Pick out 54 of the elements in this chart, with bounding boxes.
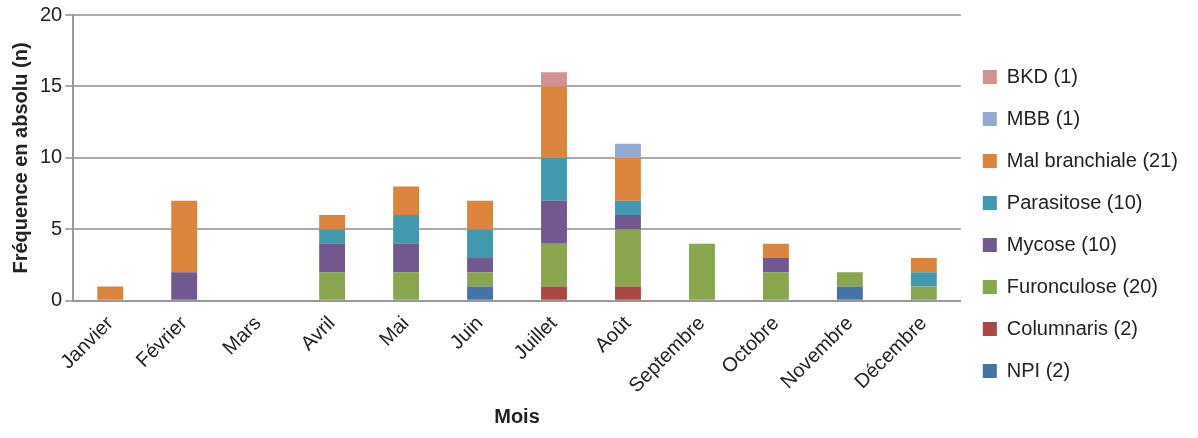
bar bbox=[615, 143, 641, 158]
legend-label: BKD (1) bbox=[1006, 64, 1078, 87]
bar bbox=[762, 272, 789, 300]
bar bbox=[467, 257, 493, 273]
bar bbox=[910, 272, 937, 287]
y-tick-label: 15 bbox=[40, 73, 63, 96]
bar bbox=[541, 157, 567, 201]
x-axis-title: Mois bbox=[494, 404, 540, 427]
bar bbox=[319, 272, 346, 300]
bar bbox=[541, 286, 567, 300]
y-tick-label: 5 bbox=[51, 216, 63, 239]
bar bbox=[171, 200, 198, 273]
bar bbox=[615, 229, 641, 287]
legend-label: NPI (2) bbox=[1006, 358, 1071, 381]
bar bbox=[836, 286, 863, 300]
bar bbox=[393, 186, 420, 216]
bar bbox=[910, 286, 937, 300]
x-tick-label: Mai bbox=[374, 311, 413, 350]
x-tick-label: Juin bbox=[445, 311, 487, 354]
bar bbox=[467, 200, 493, 230]
legend-label: Mal branchiale (21) bbox=[1006, 148, 1179, 171]
bar bbox=[762, 243, 789, 258]
bar bbox=[541, 243, 567, 287]
bar bbox=[97, 286, 124, 300]
bar bbox=[319, 215, 346, 230]
bar bbox=[171, 272, 198, 300]
y-tick-label: 10 bbox=[40, 145, 63, 168]
bar bbox=[615, 157, 641, 201]
legend-label: Parasitose (10) bbox=[1006, 190, 1143, 213]
legend-label: MBB (1) bbox=[1006, 106, 1081, 129]
bar bbox=[319, 243, 346, 273]
bar bbox=[467, 229, 493, 258]
bar bbox=[615, 286, 641, 300]
legend-label: Mycose (10) bbox=[1006, 232, 1117, 255]
y-axis-title: Fréquence en absolu (n) bbox=[8, 42, 31, 274]
legend-label: Furonculose (20) bbox=[1006, 274, 1158, 297]
bar bbox=[319, 229, 346, 244]
y-tick-label: 20 bbox=[40, 2, 63, 25]
bar bbox=[688, 243, 715, 300]
y-tick-label: 0 bbox=[51, 288, 63, 311]
bar bbox=[467, 272, 493, 287]
bar bbox=[762, 257, 789, 273]
bar bbox=[393, 272, 420, 300]
bar bbox=[615, 215, 641, 230]
bar bbox=[467, 286, 493, 300]
bar bbox=[393, 243, 420, 273]
bar bbox=[836, 272, 863, 287]
bar bbox=[393, 215, 420, 244]
legend-label: Columnaris (2) bbox=[1006, 316, 1138, 339]
bar bbox=[910, 257, 937, 273]
bar bbox=[541, 200, 567, 244]
bar bbox=[541, 72, 567, 87]
bar bbox=[541, 86, 567, 158]
bar bbox=[615, 200, 641, 216]
